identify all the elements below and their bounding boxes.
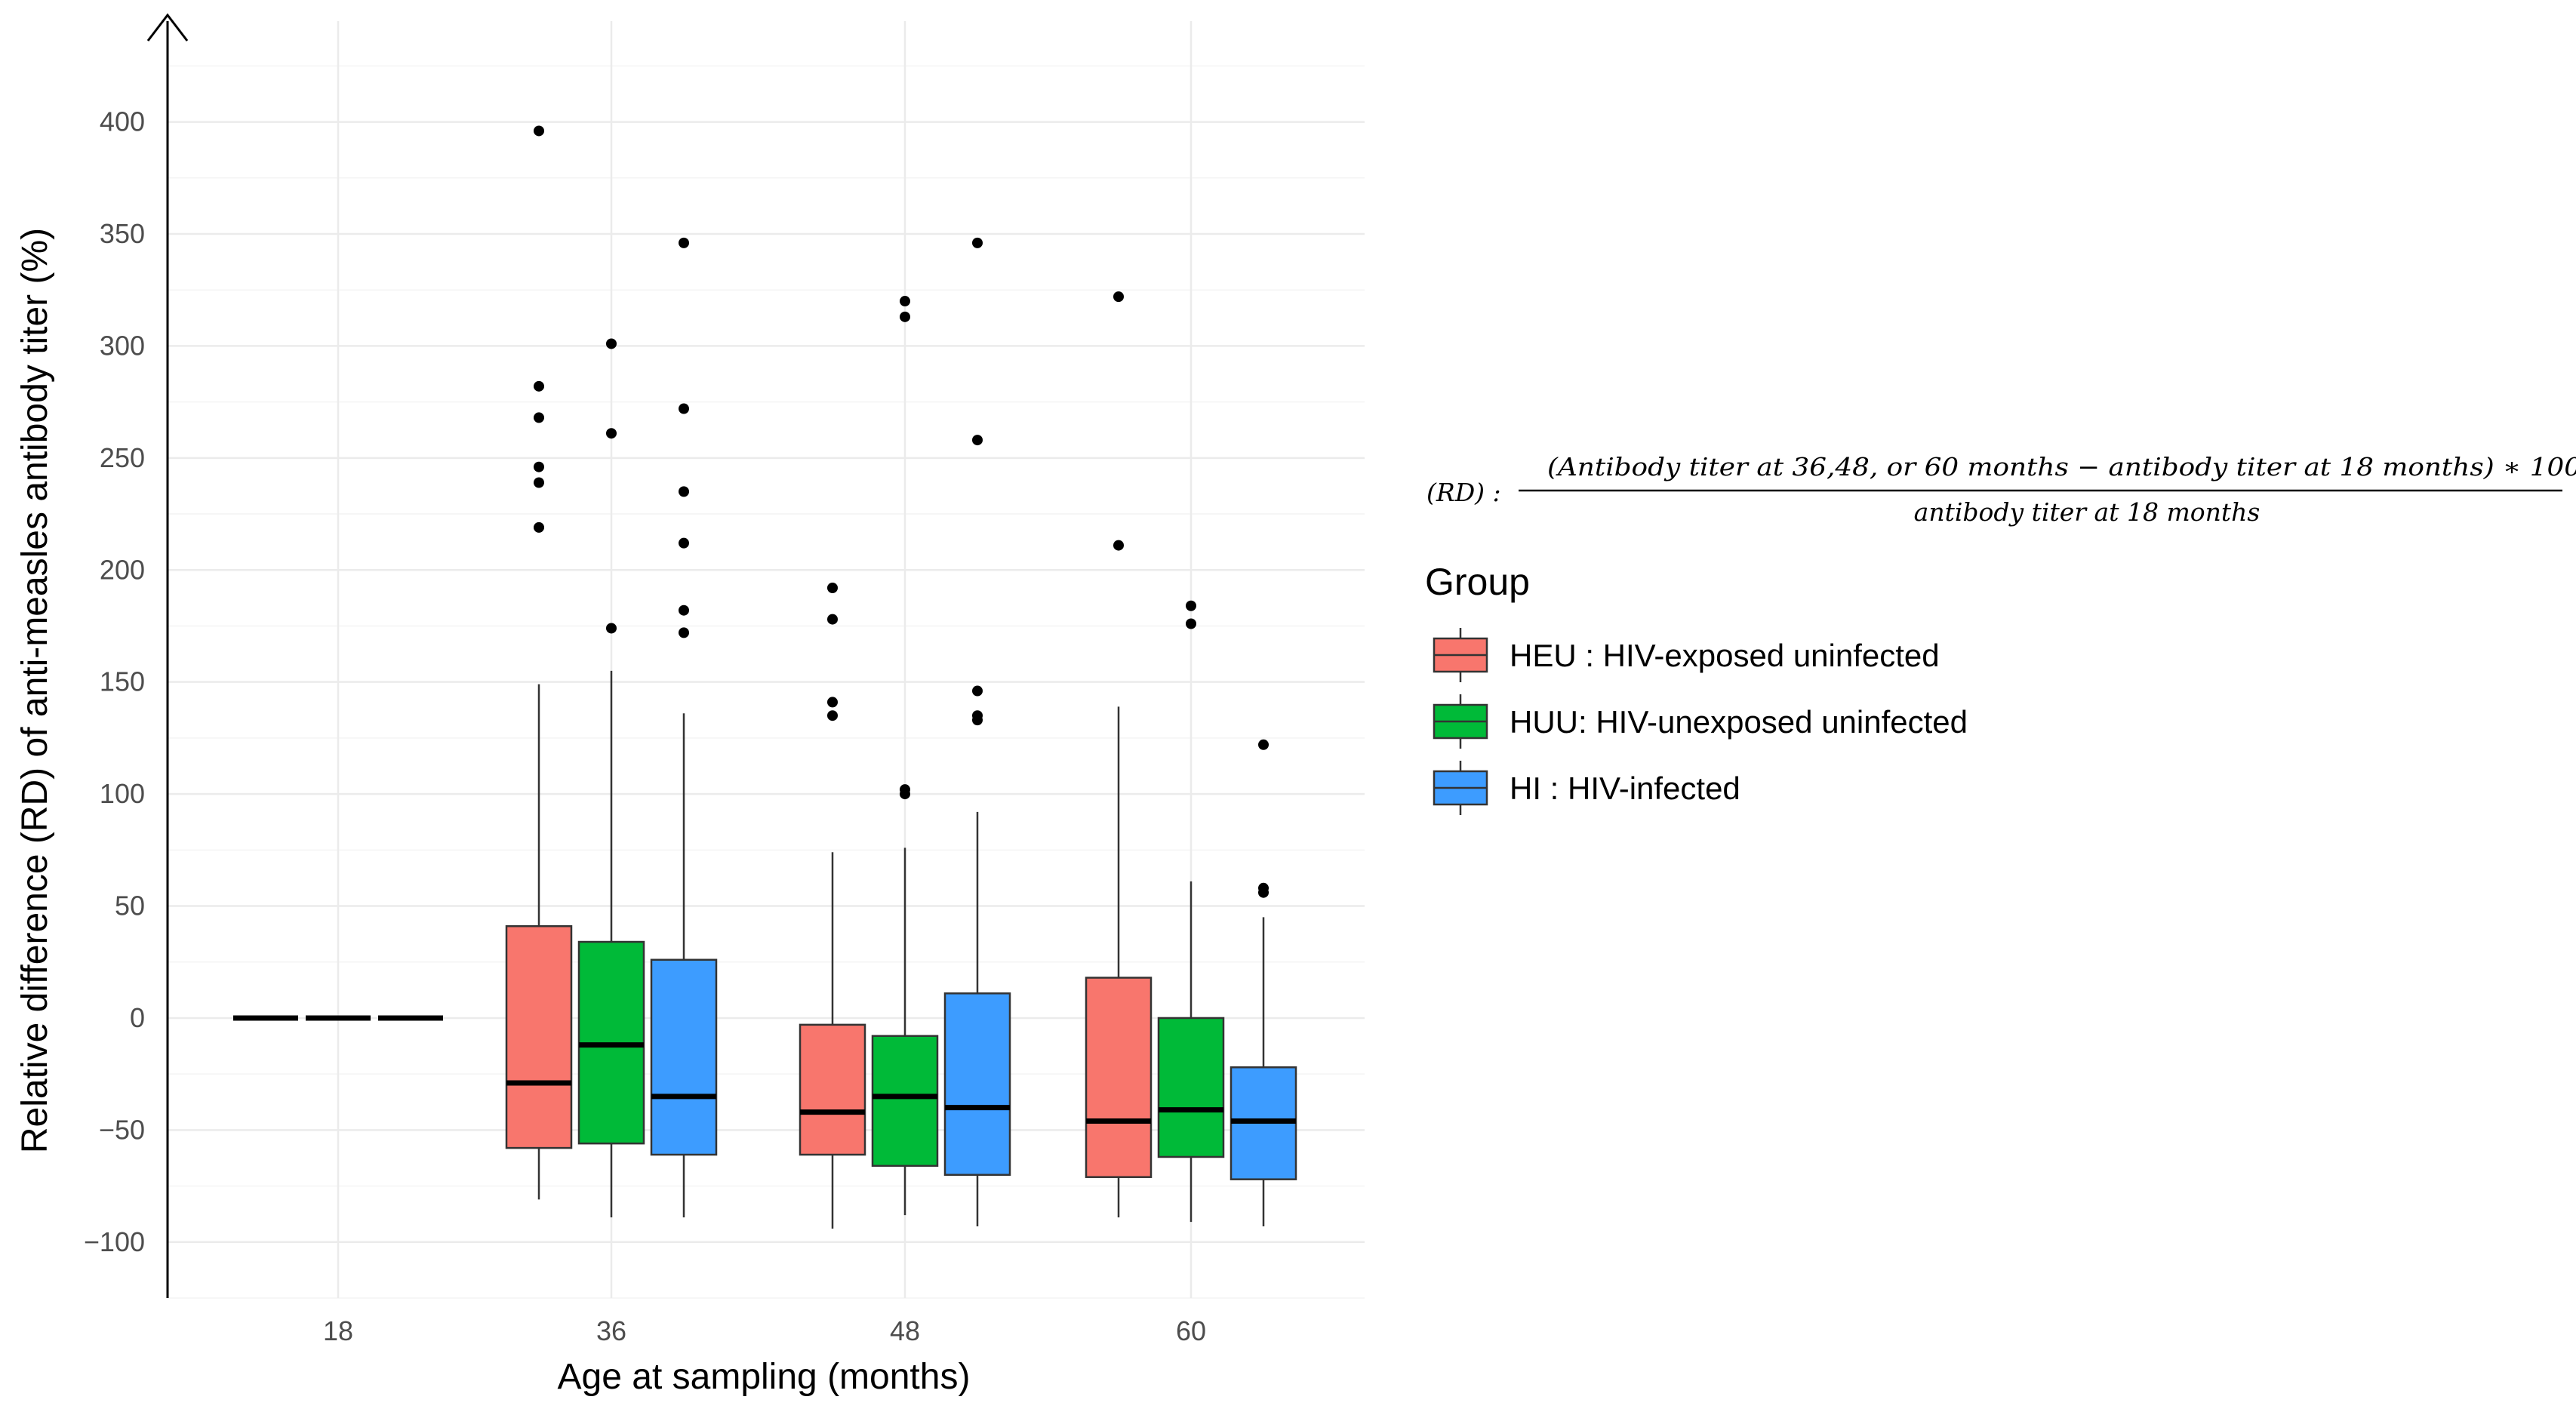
iqr-box [1157, 1017, 1225, 1158]
iqr-box [943, 992, 1011, 1176]
legend-entry-heu: HEU : HIV-exposed uninfected [1433, 628, 1940, 682]
outlier-point [972, 435, 983, 446]
y-tick-labels: −100 −50 0 50 100 150 200 250 300 350 400 [84, 106, 145, 1257]
iqr-box [1085, 977, 1153, 1178]
formula-denominator: antibody titer at 18 months [1914, 497, 2261, 527]
outlier-point [972, 710, 983, 721]
outlier-point [900, 784, 910, 795]
rd-formula: (RD) : (Antibody titer at 36,48, or 60 m… [1426, 452, 2576, 527]
iqr-box [505, 924, 573, 1149]
outlier-point [1258, 882, 1269, 894]
box-hi-48 [943, 237, 1011, 1227]
outlier-point [972, 685, 983, 697]
outlier-point [679, 627, 689, 638]
outlier-point [900, 311, 910, 322]
y-tick-label: −100 [84, 1226, 145, 1257]
outlier-point [534, 412, 544, 423]
box-huu-60 [1157, 600, 1225, 1223]
outlier-point [534, 477, 544, 488]
x-axis-title: Age at sampling (months) [558, 1357, 971, 1397]
outlier-point [679, 486, 689, 497]
legend-label: HEU : HIV-exposed uninfected [1510, 638, 1940, 673]
outlier-point [827, 614, 838, 625]
y-tick-label: 400 [100, 106, 145, 137]
outlier-point [679, 604, 689, 616]
y-tick-label: 150 [100, 666, 145, 697]
box-heu-36 [505, 125, 573, 1200]
y-tick-label: 50 [115, 891, 145, 921]
y-tick-label: 0 [130, 1002, 145, 1033]
y-tick-label: 350 [100, 218, 145, 249]
outlier-point [679, 403, 689, 414]
legend: Group HEU : HIV-exposed uninfected HUU: H… [1425, 561, 1968, 815]
y-axis-title: Relative difference (RD) of anti-measles… [15, 228, 55, 1153]
outlier-point [534, 521, 544, 533]
outlier-point [679, 237, 689, 248]
y-tick-label: 200 [100, 554, 145, 585]
outlier-point [1113, 291, 1124, 303]
outlier-point [827, 710, 838, 721]
outlier-point [534, 461, 544, 472]
box-huu-48 [871, 296, 939, 1216]
outlier-point [606, 338, 617, 349]
y-tick-label: 300 [100, 330, 145, 361]
box-huu-36 [577, 338, 645, 1218]
outlier-point [1113, 540, 1124, 551]
box-hi-60 [1230, 739, 1297, 1227]
x-tick-label: 60 [1176, 1315, 1206, 1346]
iqr-box [871, 1035, 939, 1167]
x-tick-labels: 18 36 48 60 [323, 1315, 1206, 1346]
outlier-point [827, 697, 838, 708]
grid-lines [168, 21, 1365, 1299]
y-axis-arrow-icon [146, 13, 189, 42]
outlier-point [1186, 600, 1196, 611]
x-tick-label: 36 [596, 1315, 626, 1346]
legend-entry-hi: HI : HIV-infected [1433, 761, 1740, 815]
outlier-point [1186, 618, 1196, 629]
y-tick-label: −50 [99, 1114, 145, 1145]
box-heu-60 [1085, 291, 1153, 1218]
outlier-point [1258, 739, 1269, 750]
outlier-point [534, 380, 544, 392]
y-tick-label: 250 [100, 442, 145, 473]
outlier-point [606, 428, 617, 439]
x-tick-label: 18 [323, 1315, 353, 1346]
outlier-point [534, 125, 544, 137]
outlier-point [606, 623, 617, 634]
legend-label: HI : HIV-infected [1510, 771, 1740, 806]
outlier-point [679, 537, 689, 549]
legend-title: Group [1425, 561, 1530, 603]
formula-lhs: (RD) : [1426, 478, 1501, 507]
legend-entry-huu: HUU: HIV-unexposed uninfected [1433, 694, 1968, 749]
iqr-box [799, 1023, 866, 1156]
iqr-box [650, 958, 718, 1156]
formula-numerator: (Antibody titer at 36,48, or 60 months −… [1547, 452, 2576, 481]
outlier-point [827, 583, 838, 594]
box-heu-48 [799, 583, 866, 1229]
x-tick-label: 48 [890, 1315, 920, 1346]
legend-label: HUU: HIV-unexposed uninfected [1510, 704, 1968, 740]
outlier-point [972, 237, 983, 248]
y-tick-label: 100 [100, 778, 145, 809]
box-hi-36 [650, 237, 718, 1218]
box-plot-series [233, 125, 1297, 1229]
outlier-point [900, 296, 910, 307]
